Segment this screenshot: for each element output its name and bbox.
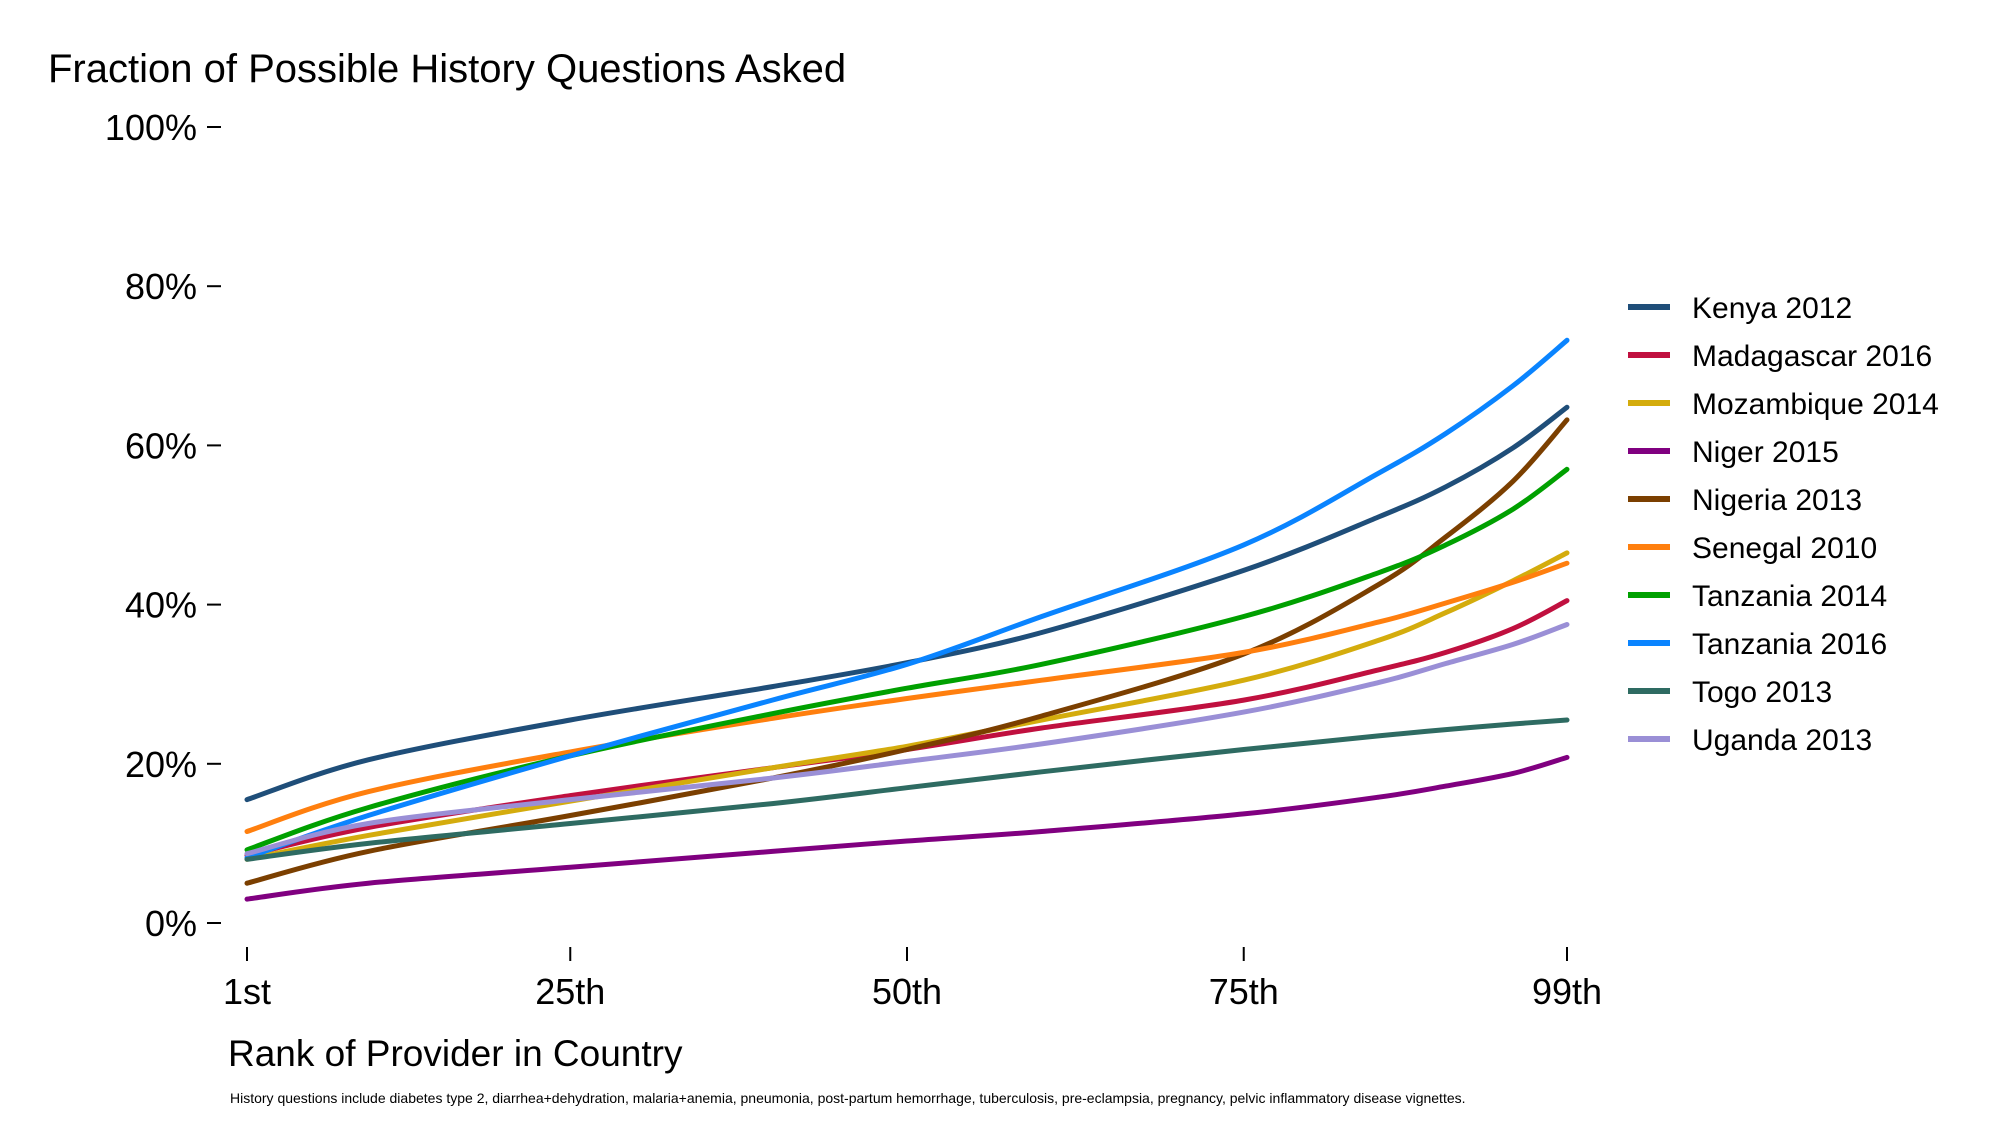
legend: Kenya 2012 Madagascar 2016 Mozambique 2014… <box>1628 292 1939 757</box>
y-axis: 0% 20% 40% 60% 80% 100% <box>105 107 221 944</box>
x-tick-label: 75th <box>1209 971 1279 1012</box>
series-line-kenya-2012 <box>244 404 1570 803</box>
chart-note: History questions include diabetes type … <box>230 1090 1466 1106</box>
legend-label: Madagascar 2016 <box>1692 340 1932 373</box>
series-layer <box>244 337 1570 902</box>
legend-label: Nigeria 2013 <box>1692 484 1862 517</box>
x-tick-label: 99th <box>1532 971 1602 1012</box>
legend-label: Tanzania 2014 <box>1692 580 1887 613</box>
legend-label: Senegal 2010 <box>1692 532 1877 565</box>
legend-label: Niger 2015 <box>1692 436 1839 469</box>
legend-item-uganda-2013: Uganda 2013 <box>1628 724 1872 757</box>
legend-item-senegal-2010: Senegal 2010 <box>1628 532 1877 565</box>
x-tick-label: 25th <box>535 971 605 1012</box>
x-axis: 1st 25th 50th 75th 99th <box>223 947 1602 1012</box>
legend-item-tanzania-2014: Tanzania 2014 <box>1628 580 1887 613</box>
legend-item-niger-2015: Niger 2015 <box>1628 436 1839 469</box>
y-tick-label: 80% <box>125 266 197 307</box>
y-tick-label: 0% <box>145 903 197 944</box>
series-line-madagascar-2016 <box>244 598 1570 858</box>
y-tick-label: 40% <box>125 585 197 626</box>
legend-label: Mozambique 2014 <box>1692 388 1939 421</box>
series-line-senegal-2010 <box>244 560 1570 834</box>
y-tick-label: 60% <box>125 425 197 466</box>
series-line-niger-2015 <box>244 754 1570 902</box>
legend-item-nigeria-2013: Nigeria 2013 <box>1628 484 1862 517</box>
x-axis-title: Rank of Provider in Country <box>228 1033 683 1074</box>
y-tick-label: 100% <box>105 107 197 148</box>
chart-title: Fraction of Possible History Questions A… <box>48 47 846 91</box>
legend-item-togo-2013: Togo 2013 <box>1628 676 1832 709</box>
series-line-uganda-2013 <box>244 622 1570 857</box>
series-line-tanzania-2016 <box>244 337 1570 861</box>
legend-label: Uganda 2013 <box>1692 724 1872 757</box>
legend-label: Togo 2013 <box>1692 676 1832 709</box>
legend-item-kenya-2012: Kenya 2012 <box>1628 292 1852 325</box>
legend-item-mozambique-2014: Mozambique 2014 <box>1628 388 1939 421</box>
x-tick-label: 1st <box>223 971 271 1012</box>
series-line-togo-2013 <box>244 717 1570 862</box>
legend-label: Tanzania 2016 <box>1692 628 1887 661</box>
x-tick-label: 50th <box>872 971 942 1012</box>
series-line-tanzania-2014 <box>244 466 1570 853</box>
y-tick-label: 20% <box>125 744 197 785</box>
legend-label: Kenya 2012 <box>1692 292 1852 325</box>
legend-item-tanzania-2016: Tanzania 2016 <box>1628 628 1887 661</box>
legend-item-madagascar-2016: Madagascar 2016 <box>1628 340 1932 373</box>
